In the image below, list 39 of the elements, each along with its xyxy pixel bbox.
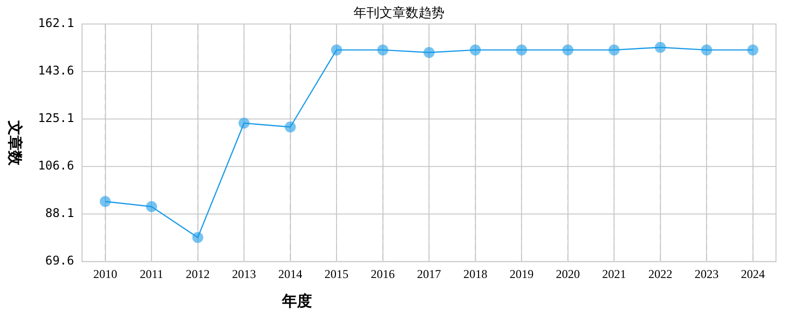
point	[100, 196, 111, 207]
point	[146, 201, 158, 212]
y-tick-label: 69.6	[45, 254, 74, 268]
x-tick-label: 2013	[232, 266, 256, 281]
y-tick-label: 143.6	[38, 64, 74, 78]
point	[284, 122, 296, 133]
point	[516, 44, 528, 56]
point	[424, 47, 435, 58]
point	[238, 118, 250, 129]
x-tick-label: 2011	[140, 266, 164, 281]
point	[470, 44, 481, 56]
y-axis-title: 文章数	[6, 119, 24, 166]
y-tick-label: 162.1	[38, 16, 74, 30]
x-tick-label: 2010	[93, 266, 118, 281]
point	[331, 44, 342, 56]
point	[377, 44, 388, 56]
x-tick-label: 2021	[602, 266, 626, 281]
x-axis-title: 年度	[281, 292, 312, 310]
point	[654, 42, 666, 53]
point	[608, 44, 620, 56]
x-tick-label: 2023	[694, 266, 719, 281]
x-tick-label: 2019	[510, 266, 534, 281]
point	[701, 44, 712, 56]
x-tick-label: 2020	[556, 266, 580, 281]
x-tick-label: 2024	[740, 266, 765, 281]
y-tick-label: 106.6	[38, 158, 74, 173]
x-tick-label: 2018	[463, 266, 488, 281]
x-tick-label: 2015	[324, 266, 349, 281]
chart-title: 年刊文章数趋势	[354, 5, 444, 20]
point	[562, 44, 574, 56]
y-tick-label: 125.1	[38, 111, 74, 126]
point	[192, 232, 204, 243]
y-tick-label: 88.1	[45, 206, 74, 220]
x-tick-label: 2012	[186, 266, 210, 281]
x-tick-label: 2014	[278, 266, 302, 281]
point	[747, 44, 758, 56]
x-tick-label: 2016	[370, 266, 395, 281]
x-tick-label: 2017	[417, 266, 442, 281]
x-tick-label: 2022	[648, 266, 672, 281]
